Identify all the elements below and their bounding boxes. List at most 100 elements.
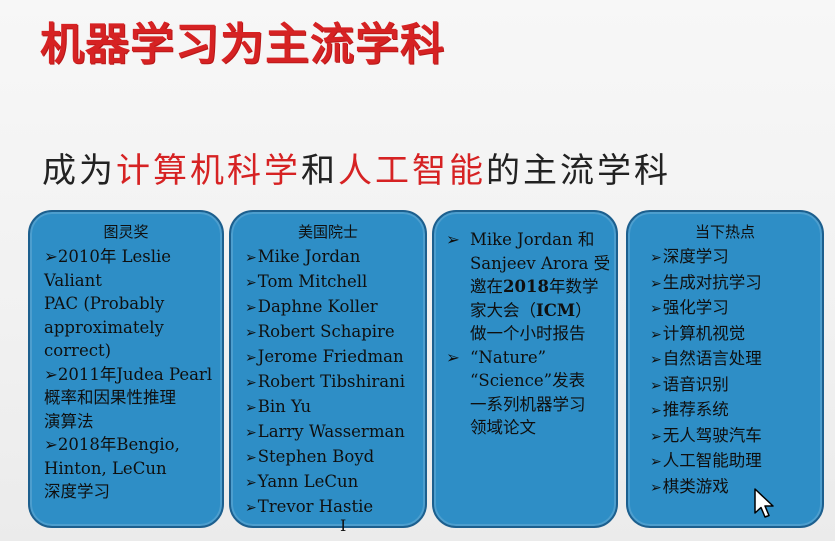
headline-part3: 和	[301, 151, 338, 191]
bullet-arrow-icon: ➢	[650, 454, 662, 470]
card-line: Valiant	[44, 269, 216, 293]
item-text: Jerome Friedman	[257, 347, 404, 366]
card-line: ➢ Mike Jordan 和	[442, 228, 610, 252]
line-text: approximately	[44, 317, 164, 337]
list-item: ➢Trevor Hastie	[245, 495, 419, 520]
item-text: Tom Mitchell	[257, 272, 368, 291]
line-text: correct)	[44, 341, 112, 360]
bullet-arrow-icon: ➢	[245, 400, 257, 416]
card-line: 概率和因果性推理	[44, 386, 216, 410]
list-item: ➢Stephen Boyd	[245, 445, 419, 470]
line-text: 概率和因果性推理	[44, 388, 176, 407]
card-line: 演算法	[44, 410, 216, 434]
line-text: 2018年Bengio,	[57, 435, 180, 454]
bullet-arrow-icon: ➢	[650, 377, 662, 394]
slide-headline: 成为计算机科学和人工智能的主流学科	[42, 143, 671, 192]
card-line: 邀在2018年数学	[442, 275, 610, 299]
list-item: ➢人工智能助理	[650, 449, 816, 475]
bullet-arrow-icon: ➢	[245, 350, 257, 366]
card-lines: ➢2010年 Leslie Valiant PAC (Probably approxi…	[30, 245, 222, 504]
item-text: 自然语言处理	[662, 349, 762, 368]
card-icm-nature-science: ➢ Mike Jordan 和 Sanjeev Arora 受邀在2018年数学 家大…	[432, 210, 618, 528]
headline-part1: 成为	[42, 151, 116, 191]
card-hot-topics: 当下热点 ➢深度学习 ➢生成对抗学习 ➢强化学习 ➢计算机视觉 ➢自然语言处理 ➢语音识别…	[626, 210, 824, 528]
card-line: 一系列机器学习	[442, 393, 610, 417]
bullet-arrow-icon: ➢	[650, 326, 662, 343]
item-text: Stephen Boyd	[257, 447, 375, 466]
card-us-academicians: 美国院士 ➢Mike Jordan ➢Tom Mitchell ➢Daphne Ko…	[229, 210, 427, 528]
bullet-arrow-icon: ➢	[650, 301, 662, 317]
line-text: 邀在	[470, 277, 503, 296]
bullet-arrow-icon: ➢	[245, 300, 257, 316]
card-line: ➢2018年Bengio,	[44, 433, 216, 457]
item-text: 计算机视觉	[662, 323, 746, 343]
item-text: 无人驾驶汽车	[662, 425, 762, 445]
ibeam-cursor-icon: I	[340, 516, 347, 535]
bullet-arrow-icon: ➢	[650, 403, 662, 419]
bullet-arrow-icon: ➢	[245, 425, 257, 441]
card-line: “Science”发表	[442, 369, 610, 393]
line-text: 家大会（	[470, 300, 536, 320]
card-items: ➢深度学习 ➢生成对抗学习 ➢强化学习 ➢计算机视觉 ➢自然语言处理 ➢语音识别 ➢推荐系统…	[628, 245, 822, 500]
bullet-arrow-icon: ➢	[44, 364, 58, 384]
item-text: Yann LeCun	[257, 472, 359, 491]
list-item: ➢Robert Tibshirani	[245, 370, 419, 395]
line-text: Sanjeev Arora 受	[470, 253, 611, 273]
item-text: Mike Jordan	[257, 247, 361, 266]
bullet-arrow-icon: ➢	[446, 347, 460, 367]
list-item: ➢无人驾驶汽车	[650, 424, 816, 450]
list-item: ➢自然语言处理	[650, 347, 816, 373]
card-line: Sanjeev Arora 受	[442, 252, 610, 276]
bullet-arrow-icon: ➢	[44, 247, 58, 266]
headline-part5: 的主流学科	[486, 151, 671, 191]
bullet-arrow-icon: ➢	[44, 435, 58, 454]
list-item: ➢推荐系统	[650, 398, 816, 424]
item-text: 生成对抗学习	[662, 272, 762, 292]
card-block: ➢ Mike Jordan 和 Sanjeev Arora 受邀在2018年数学 家大…	[442, 228, 610, 346]
line-text: ICM	[536, 300, 576, 320]
card-title: 当下热点	[694, 223, 755, 241]
list-item: ➢计算机视觉	[650, 322, 816, 348]
bullet-arrow-icon: ➢	[446, 230, 460, 249]
item-text: 语音识别	[662, 374, 729, 394]
bullet-arrow-icon: ➢	[650, 428, 662, 445]
card-turing-award: 图灵奖 ➢2010年 Leslie Valiant PAC (Probably app…	[28, 210, 224, 528]
list-item: ➢Larry Wasserman	[245, 420, 419, 445]
card-items: ➢Mike Jordan ➢Tom Mitchell ➢Daphne Koller ➢…	[231, 245, 425, 520]
card-block: ➢ “Nature” “Science”发表 一系列机器学习 领域论文	[442, 346, 610, 440]
line-text: 做一个小时报告	[470, 324, 586, 343]
card-line: correct)	[44, 339, 216, 363]
card-blocks: ➢ Mike Jordan 和 Sanjeev Arora 受邀在2018年数学 家大…	[434, 212, 616, 440]
item-text: 人工智能助理	[662, 451, 762, 470]
line-text: 一系列机器学习	[470, 394, 586, 414]
list-item: ➢强化学习	[650, 296, 816, 322]
bullet-arrow-icon: ➢	[245, 475, 257, 491]
list-item: ➢生成对抗学习	[650, 271, 816, 297]
card-line: ➢ “Nature”	[442, 346, 610, 370]
card-line: PAC (Probably	[44, 292, 216, 316]
headline-ai: 人工智能	[338, 151, 486, 191]
line-text: “Science”发表	[470, 371, 586, 390]
item-text: Robert Tibshirani	[257, 372, 406, 391]
line-text: 2010年 Leslie	[57, 247, 172, 266]
list-item: ➢Robert Schapire	[245, 320, 419, 345]
card-line: 家大会（ICM）	[442, 299, 610, 323]
line-text: 2018	[503, 277, 549, 296]
bullet-arrow-icon: ➢	[650, 275, 662, 292]
line-text: 深度学习	[44, 482, 110, 501]
slide-title: 机器学习为主流学科	[40, 19, 445, 70]
list-item: ➢Bin Yu	[245, 395, 419, 420]
bullet-arrow-icon: ➢	[650, 479, 662, 496]
card-title: 美国院士	[297, 223, 358, 241]
item-text: 棋类游戏	[662, 476, 729, 496]
item-text: 强化学习	[662, 298, 729, 317]
bullet-arrow-icon: ➢	[245, 275, 257, 291]
list-item: ➢Tom Mitchell	[245, 270, 419, 295]
line-text: 年数学	[548, 277, 599, 296]
bullet-arrow-icon: ➢	[650, 352, 662, 368]
bullet-arrow-icon: ➢	[245, 450, 257, 466]
card-title: 图灵奖	[103, 223, 149, 241]
list-item: ➢Yann LeCun	[245, 470, 419, 495]
list-item: ➢棋类游戏	[650, 475, 816, 501]
card-line: Hinton, LeCun	[44, 457, 216, 481]
